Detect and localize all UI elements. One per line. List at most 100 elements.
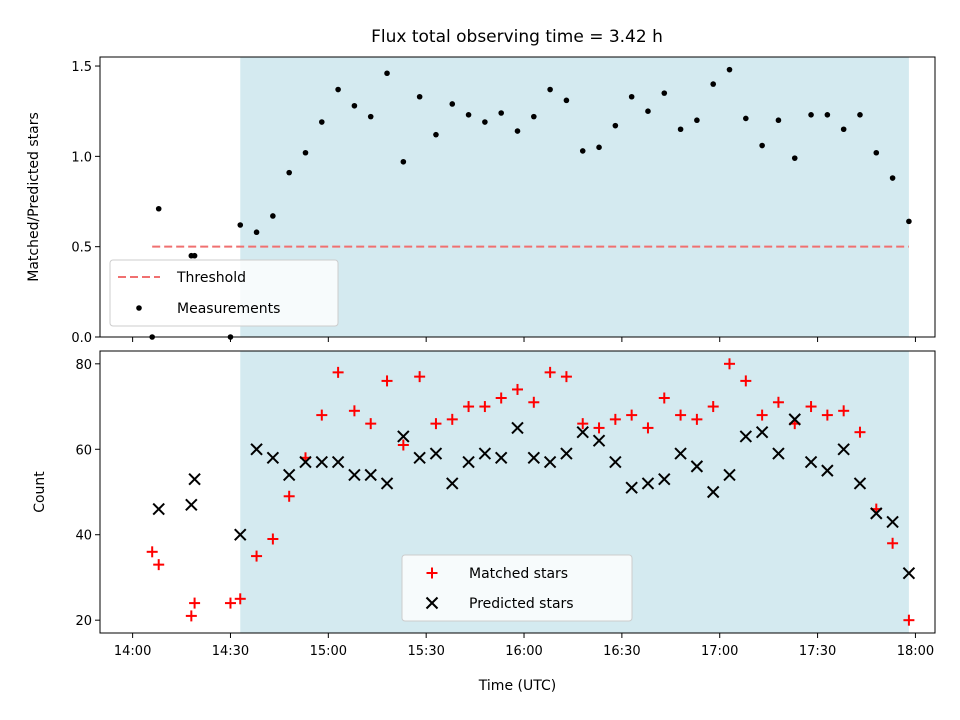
matched-stars-point: [675, 409, 687, 421]
measurement-point: [563, 97, 570, 104]
predicted-stars-point: [397, 430, 410, 443]
measurement-point: [906, 218, 912, 225]
matched-stars-point: [560, 371, 572, 383]
legend-predicted-label: Predicted stars: [469, 596, 574, 612]
measurement-point: [270, 213, 276, 219]
measurement-point: [726, 66, 733, 73]
predicted-stars-point: [446, 477, 459, 490]
measurement-point: [743, 115, 749, 122]
matched-stars-point: [234, 593, 246, 605]
measurement-point: [335, 86, 341, 93]
measurement-point: [367, 113, 374, 120]
measurement-point: [531, 113, 537, 120]
matched-stars-point: [185, 610, 197, 622]
ratio-panel: 0.0 0.5 1.0 1.5 Matched/Predicted stars Thr…: [26, 56, 936, 346]
predicted-stars-point: [804, 455, 818, 469]
predicted-stars-point: [641, 477, 655, 490]
matched-stars-point: [593, 422, 605, 434]
count-xtick-label: 17:00: [701, 644, 738, 659]
predicted-stars-point: [690, 460, 704, 473]
predicted-stars-point: [185, 498, 198, 512]
matched-stars-point: [479, 401, 491, 413]
matched-stars-point: [838, 405, 850, 417]
matched-stars-point: [332, 366, 344, 378]
measurement-point: [155, 205, 162, 212]
matched-stars-point: [348, 405, 360, 417]
measurement-point: [416, 93, 423, 100]
count-y-axis-label: Count: [32, 471, 48, 513]
chart-title: Flux total observing time = 3.42 h: [371, 27, 663, 47]
predicted-stars-point: [576, 425, 589, 439]
measurement-point: [775, 117, 782, 124]
ratio-legend: Threshold Measurements: [109, 259, 339, 327]
predicted-stars-point: [658, 472, 671, 486]
matched-stars-point: [153, 559, 165, 571]
measurement-point: [547, 86, 553, 93]
matched-stars-point: [724, 358, 736, 370]
count-xtick-label: 15:00: [310, 644, 347, 659]
count-ytick-label: 40: [75, 529, 92, 544]
legend-measurements-label: Measurements: [177, 301, 280, 317]
matched-stars-point: [463, 401, 475, 413]
predicted-stars-point: [772, 447, 785, 460]
matched-stars-point: [365, 418, 377, 430]
predicted-stars-point: [462, 455, 475, 469]
matched-stars-point: [772, 396, 784, 408]
matched-stars-point: [224, 597, 236, 609]
matched-stars-point: [854, 426, 866, 438]
count-xtick-label: 14:30: [212, 644, 249, 659]
matched-stars-point: [821, 409, 833, 421]
matched-stars-point: [430, 418, 442, 430]
measurement-point: [596, 144, 602, 151]
predicted-stars-point: [413, 451, 426, 465]
predicted-stars-point: [870, 507, 883, 520]
measurement-point: [191, 252, 198, 259]
predicted-stars-point: [380, 477, 394, 490]
matched-stars-point: [609, 413, 621, 425]
predicted-stars-point: [706, 485, 720, 499]
matched-stars-point: [146, 546, 158, 558]
measurement-point: [677, 126, 684, 133]
predicted-stars-point: [788, 413, 801, 426]
measurement-point: [351, 102, 358, 109]
measurement-point: [661, 90, 668, 96]
matched-stars-point: [740, 375, 752, 387]
count-xtick-label: 18:00: [897, 644, 934, 659]
predicted-stars-point: [234, 528, 247, 541]
measurement-point: [824, 112, 831, 118]
predicted-stars-point: [821, 464, 834, 477]
measurement-point: [808, 112, 814, 118]
measurement-point: [612, 122, 619, 129]
matched-stars-point: [642, 422, 654, 434]
predicted-stars-point: [282, 468, 296, 482]
measurement-point: [465, 112, 472, 118]
measurement-point: [694, 117, 700, 124]
ratio-ytick-label: 0.5: [71, 241, 92, 256]
predicted-stars-point: [152, 502, 165, 516]
predicted-stars-point: [478, 447, 492, 460]
predicted-stars-point: [511, 421, 524, 435]
legend-predicted-swatch: [425, 596, 439, 610]
predicted-stars-point: [266, 451, 280, 465]
predicted-stars-point: [315, 455, 329, 469]
matched-stars-point: [397, 439, 409, 451]
predicted-stars-point: [543, 455, 557, 469]
matched-stars-point: [414, 371, 426, 383]
ratio-legend-box: [109, 259, 339, 327]
measurement-point: [482, 119, 488, 125]
matched-stars-point: [805, 401, 817, 413]
measurement-point: [449, 101, 456, 107]
measurement-point: [302, 149, 309, 156]
predicted-stars-point: [429, 447, 443, 460]
matched-stars-point: [528, 396, 540, 408]
measurement-point: [873, 149, 880, 156]
predicted-stars-point: [188, 472, 201, 486]
matched-stars-point: [577, 418, 589, 430]
legend-matched-label: Matched stars: [469, 566, 568, 582]
count-plot-frame: [99, 350, 936, 634]
predicted-stars-point: [560, 447, 573, 460]
measurement-point: [318, 119, 325, 125]
x-axis-label: Time (UTC): [478, 678, 556, 694]
matched-stars-point: [251, 550, 263, 562]
legend-measurements-swatch: [136, 305, 142, 311]
